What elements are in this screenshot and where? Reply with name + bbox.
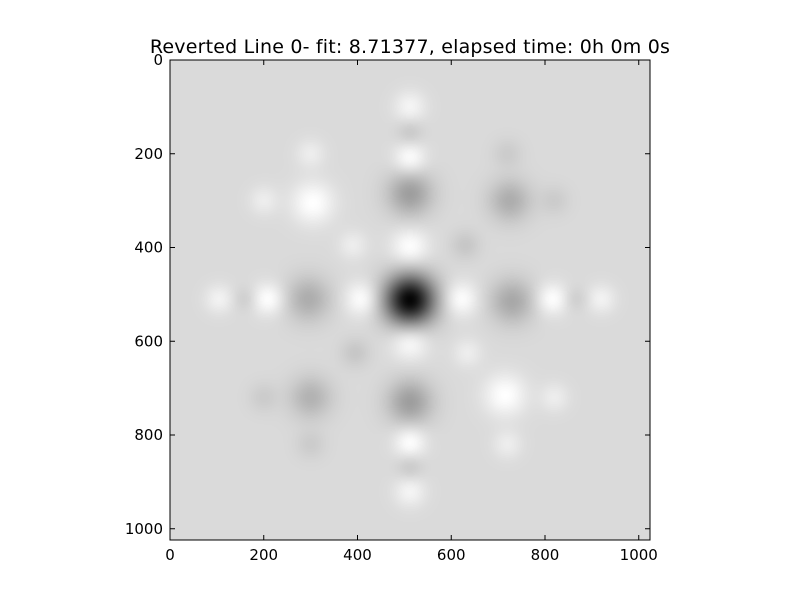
y-tick-label: 800 <box>134 426 163 444</box>
y-tick-label: 200 <box>134 145 163 163</box>
x-tick-label: 0 <box>165 546 175 564</box>
x-tick-label: 200 <box>249 546 278 564</box>
x-tick-label: 600 <box>437 546 466 564</box>
plot-frame <box>169 59 651 541</box>
y-tick-label: 400 <box>134 239 163 257</box>
chart-title: Reverted Line 0- fit: 8.71377, elapsed t… <box>149 36 671 58</box>
x-tick-label: 1000 <box>620 546 658 564</box>
y-tick-label: 1000 <box>125 520 163 538</box>
heatmap-image <box>170 60 650 540</box>
x-tick-label: 800 <box>531 546 560 564</box>
x-tick-label: 400 <box>343 546 372 564</box>
y-tick-label: 0 <box>153 51 163 69</box>
y-tick-label: 600 <box>134 332 163 350</box>
heatmap-container <box>170 60 650 540</box>
